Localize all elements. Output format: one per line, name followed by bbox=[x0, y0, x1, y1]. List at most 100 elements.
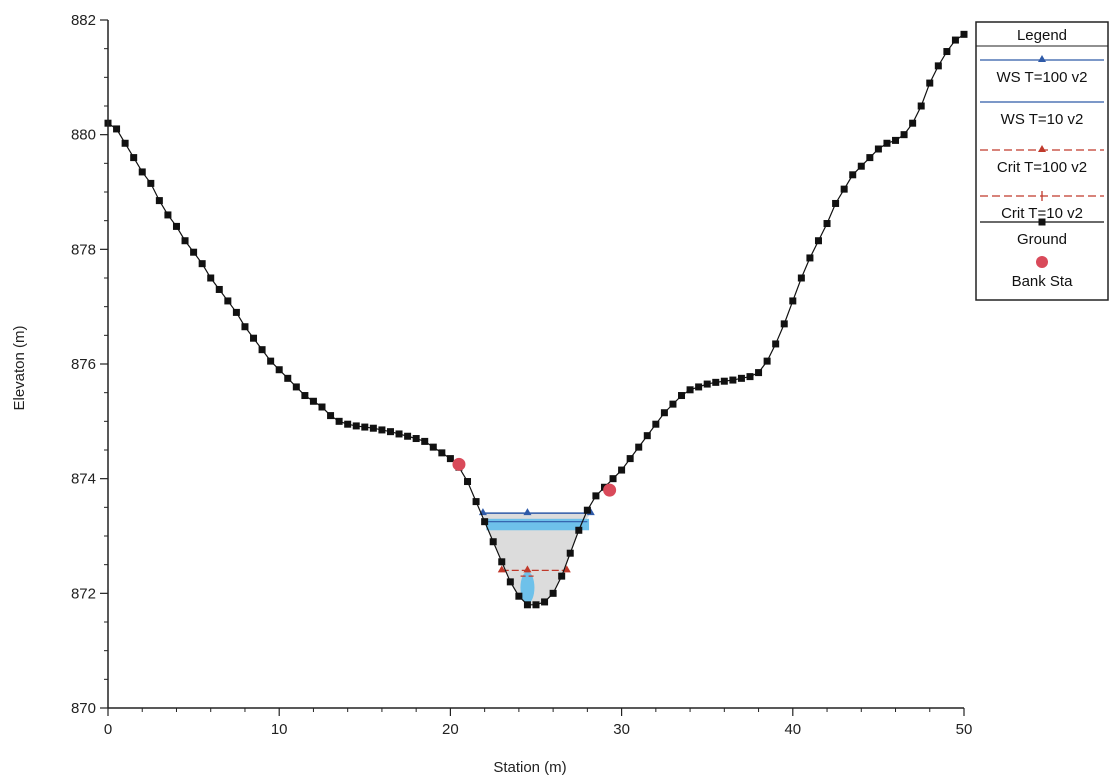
ground-point bbox=[814, 237, 822, 245]
ground-point bbox=[532, 601, 540, 609]
ground-point bbox=[301, 392, 309, 400]
ground-point bbox=[352, 422, 360, 430]
legend-title: Legend bbox=[1017, 27, 1067, 44]
ws-t100-marker bbox=[523, 508, 532, 516]
ground-point bbox=[215, 285, 223, 293]
legend-swatch-marker bbox=[1038, 145, 1046, 152]
ground-point bbox=[746, 373, 754, 381]
x-tick-label: 50 bbox=[956, 721, 973, 738]
ground-point bbox=[344, 420, 352, 428]
ground-point bbox=[267, 357, 275, 365]
y-axis-ticks: 870 872 874 876 878 880 882 bbox=[71, 12, 108, 717]
x-axis-ticks: 0 10 20 30 40 50 bbox=[104, 708, 973, 738]
ground-point bbox=[926, 79, 934, 87]
ground-point bbox=[618, 466, 626, 474]
ground-point bbox=[626, 455, 634, 463]
ground-point bbox=[378, 426, 386, 434]
x-tick-label: 40 bbox=[784, 721, 801, 738]
y-tick-label: 882 bbox=[71, 12, 96, 29]
y-tick-label: 870 bbox=[71, 700, 96, 717]
ground-point bbox=[489, 538, 497, 546]
ground-point bbox=[284, 374, 292, 382]
ground-point bbox=[386, 428, 394, 436]
ground-point bbox=[712, 378, 720, 386]
ground-point bbox=[866, 154, 874, 162]
ground-point bbox=[849, 171, 857, 179]
ground-point bbox=[609, 475, 617, 483]
ground-point bbox=[755, 369, 763, 377]
ground-point bbox=[874, 145, 882, 153]
ground-point bbox=[412, 435, 420, 443]
ground-point bbox=[883, 139, 891, 147]
ground-point bbox=[155, 197, 163, 205]
ground-point bbox=[258, 346, 266, 354]
ground-point bbox=[207, 274, 215, 282]
ground-point bbox=[190, 248, 198, 256]
x-tick-label: 0 bbox=[104, 721, 112, 738]
ground-point bbox=[472, 498, 480, 506]
ground-point bbox=[309, 397, 317, 405]
ground-point bbox=[130, 154, 138, 162]
ground-point bbox=[823, 220, 831, 228]
ground-point bbox=[909, 119, 917, 127]
y-tick-label: 876 bbox=[71, 356, 96, 373]
crit-t100-marker bbox=[497, 565, 506, 573]
x-tick-label: 20 bbox=[442, 721, 459, 738]
ground-point bbox=[172, 222, 180, 230]
ground-point bbox=[549, 589, 557, 597]
ground-point bbox=[327, 412, 335, 420]
ground-point bbox=[446, 455, 454, 463]
ground-point bbox=[686, 386, 694, 394]
ground-point bbox=[181, 237, 189, 245]
ground-point bbox=[797, 274, 805, 282]
ground-point bbox=[541, 598, 549, 606]
y-tick-label: 878 bbox=[71, 241, 96, 258]
crit-t100-marker bbox=[523, 565, 532, 573]
ground-point bbox=[369, 424, 377, 432]
ground-point bbox=[241, 323, 249, 331]
legend-label: Crit T=100 v2 bbox=[997, 159, 1087, 176]
ground-point bbox=[147, 179, 155, 187]
ground-point bbox=[900, 131, 908, 139]
ground-point bbox=[678, 392, 686, 400]
ground-point bbox=[292, 383, 300, 391]
ground-point bbox=[558, 572, 566, 580]
ground-point bbox=[857, 162, 865, 170]
ground-point bbox=[113, 125, 121, 133]
ws-band bbox=[486, 518, 590, 531]
legend-entries: WS T=100 v2 WS T=10 v2 Crit T=100 v2 Crit T… bbox=[980, 55, 1104, 290]
ground-point bbox=[720, 377, 728, 385]
ground-point bbox=[138, 168, 146, 176]
ground-point bbox=[832, 199, 840, 207]
y-tick-label: 872 bbox=[71, 585, 96, 602]
bank-sta-point bbox=[452, 457, 466, 471]
legend-label: WS T=10 v2 bbox=[1001, 111, 1084, 128]
ground-point bbox=[575, 526, 583, 534]
ground-point bbox=[250, 334, 258, 342]
ground-point bbox=[506, 578, 514, 586]
ground-point bbox=[669, 400, 677, 408]
ground-point bbox=[643, 432, 651, 440]
ground-point bbox=[481, 518, 489, 526]
ground-point bbox=[335, 417, 343, 425]
ground-point bbox=[566, 549, 574, 557]
ground-point bbox=[635, 443, 643, 451]
ground-point bbox=[892, 136, 900, 144]
ground-point bbox=[695, 383, 703, 391]
ground-point bbox=[951, 36, 959, 44]
thalweg-pocket bbox=[520, 571, 535, 604]
legend-label: WS T=100 v2 bbox=[996, 69, 1087, 86]
ground-point bbox=[960, 30, 968, 38]
legend-box bbox=[975, 21, 1109, 301]
legend-label: Bank Sta bbox=[1012, 273, 1074, 290]
ground-point bbox=[729, 376, 737, 384]
ground-point bbox=[780, 320, 788, 328]
ground-point bbox=[703, 380, 711, 388]
ground-point bbox=[934, 62, 942, 70]
ground-point bbox=[806, 254, 814, 262]
x-tick-label: 30 bbox=[613, 721, 630, 738]
y-axis-title: Elevaton (m) bbox=[11, 325, 28, 410]
plot-area bbox=[104, 30, 968, 609]
